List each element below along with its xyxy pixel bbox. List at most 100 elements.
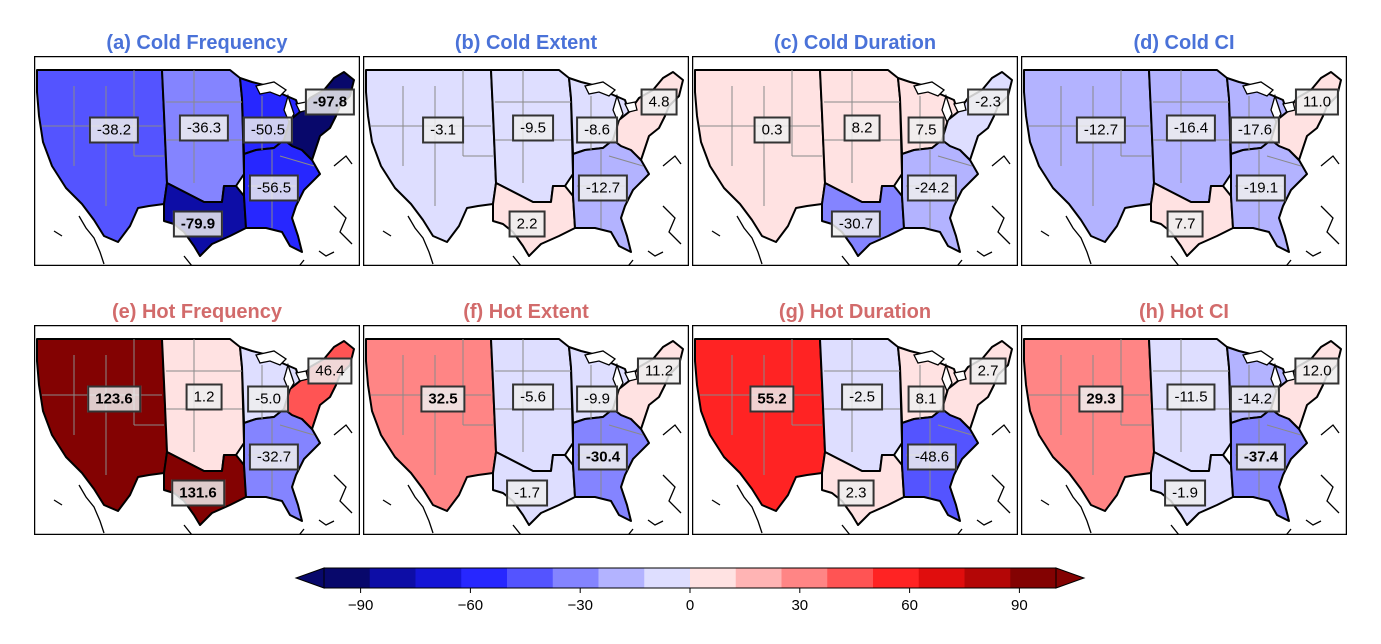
value-box-southeast: -48.6 [906, 443, 958, 471]
value-box-plains: 1.2 [185, 383, 223, 411]
coastline [711, 230, 721, 237]
panel-title-d: (d) Cold CI [1133, 32, 1235, 54]
colorbar-segment [324, 568, 371, 588]
map-svg [1021, 325, 1347, 535]
state-border [279, 424, 315, 436]
coastline [613, 259, 634, 266]
coastline [333, 205, 353, 245]
value-box-west: -12.7 [1075, 116, 1127, 144]
value-box-southeast: -19.1 [1235, 174, 1287, 202]
value-box-southeast: -12.7 [577, 174, 629, 202]
colorbar-tick-label: −90 [348, 597, 373, 614]
value-box-west: 123.6 [87, 385, 141, 413]
colorbar-segment [415, 568, 462, 588]
colorbar-extend-min [294, 567, 325, 589]
coastline [1271, 259, 1292, 266]
value-box-south: -1.7 [506, 479, 548, 507]
coastline [1305, 250, 1322, 257]
value-box-midwest: -8.6 [576, 116, 618, 144]
panel-title-b: (b) Cold Extent [454, 32, 598, 54]
colorbar-segment [690, 568, 737, 588]
state-border [608, 155, 644, 167]
colorbar-segment [598, 568, 645, 588]
coastline [333, 155, 353, 167]
colorbar-extend-max [1055, 567, 1086, 589]
coastline [1320, 424, 1340, 436]
value-box-midwest: -5.0 [247, 385, 289, 413]
coastline [1040, 499, 1050, 506]
map-panel-d: -12.7 -16.4 7.7 -17.6 -19.1 11.0 [1021, 56, 1347, 290]
colorbar-segment [918, 568, 965, 588]
coastline [512, 524, 522, 535]
value-box-west: -3.1 [422, 116, 464, 144]
coastline [53, 230, 63, 237]
coastline [942, 528, 963, 535]
map-panel-h: 29.3 -11.5 -1.9 -14.2 -37.4 12.0 [1021, 325, 1347, 559]
coastline [78, 215, 105, 265]
value-box-midwest: -9.9 [576, 385, 618, 413]
coastline [1320, 205, 1340, 245]
colorbar-segment [781, 568, 828, 588]
colorbar-tick-label: 0 [686, 597, 694, 614]
colorbar-segment [644, 568, 691, 588]
coastline [512, 255, 522, 266]
colorbar-segment [552, 568, 599, 588]
value-box-northeast: 11.2 [636, 357, 682, 385]
value-box-midwest: -50.5 [242, 116, 294, 144]
coastline [407, 484, 434, 534]
value-box-southeast: -56.5 [248, 174, 300, 202]
coastline [841, 524, 851, 535]
state-border [937, 155, 973, 167]
colorbar-segment [873, 568, 920, 588]
value-box-northeast: 2.7 [969, 357, 1007, 385]
value-box-midwest: -14.2 [1229, 385, 1281, 413]
value-box-southeast: -24.2 [906, 174, 958, 202]
coastline [333, 424, 353, 436]
coastline [662, 424, 682, 436]
coastline [976, 519, 993, 526]
coastline [382, 499, 392, 506]
colorbar-segment [507, 568, 554, 588]
map-panel-c: 0.3 8.2 -30.7 7.5 -24.2 -2.3 [692, 56, 1018, 290]
value-box-northeast: 4.8 [640, 88, 678, 116]
value-box-northeast: -2.3 [967, 88, 1009, 116]
coastline [1040, 230, 1050, 237]
state-border [937, 424, 973, 436]
colorbar-tick-label: 60 [901, 597, 918, 614]
great-lakes [255, 350, 309, 393]
colorbar-segment [964, 568, 1011, 588]
colorbar-segment [461, 568, 508, 588]
coastline [1320, 155, 1340, 167]
colorbar-segment [735, 568, 782, 588]
value-box-west: 0.3 [753, 116, 791, 144]
value-box-southeast: -30.4 [577, 443, 629, 471]
value-box-plains: -16.4 [1165, 114, 1217, 142]
coastline [333, 474, 353, 514]
great-lakes [913, 350, 967, 393]
value-box-northeast: 12.0 [1294, 357, 1340, 385]
value-box-plains: 8.2 [843, 114, 881, 142]
state-border [1266, 155, 1302, 167]
panel-title-g: (g) Hot Duration [778, 301, 932, 323]
panel-title-h: (h) Hot CI [1139, 301, 1229, 323]
coastline [662, 474, 682, 514]
panel-title-e: (e) Hot Frequency [111, 301, 283, 323]
coastline [841, 255, 851, 266]
great-lakes [913, 81, 967, 124]
coastline [662, 205, 682, 245]
coastline [382, 230, 392, 237]
coastline [53, 499, 63, 506]
value-box-west: 32.5 [420, 385, 466, 413]
panel-title-c: (c) Cold Duration [773, 32, 937, 54]
colorbar: −90 −60 −30 0 30 60 90 [294, 567, 1086, 614]
coastline [284, 259, 305, 266]
map-panel-a: -38.2 -36.3 -79.9 -50.5 -56.5 -97.8 [34, 56, 360, 290]
value-box-west: 29.3 [1078, 385, 1124, 413]
value-box-plains: -36.3 [178, 114, 230, 142]
colorbar-tick-label: 90 [1011, 597, 1028, 614]
coastline [613, 528, 634, 535]
value-box-midwest: 8.1 [907, 385, 945, 413]
value-box-plains: -11.5 [1166, 383, 1216, 411]
state-border [279, 155, 315, 167]
coastline [1170, 524, 1180, 535]
